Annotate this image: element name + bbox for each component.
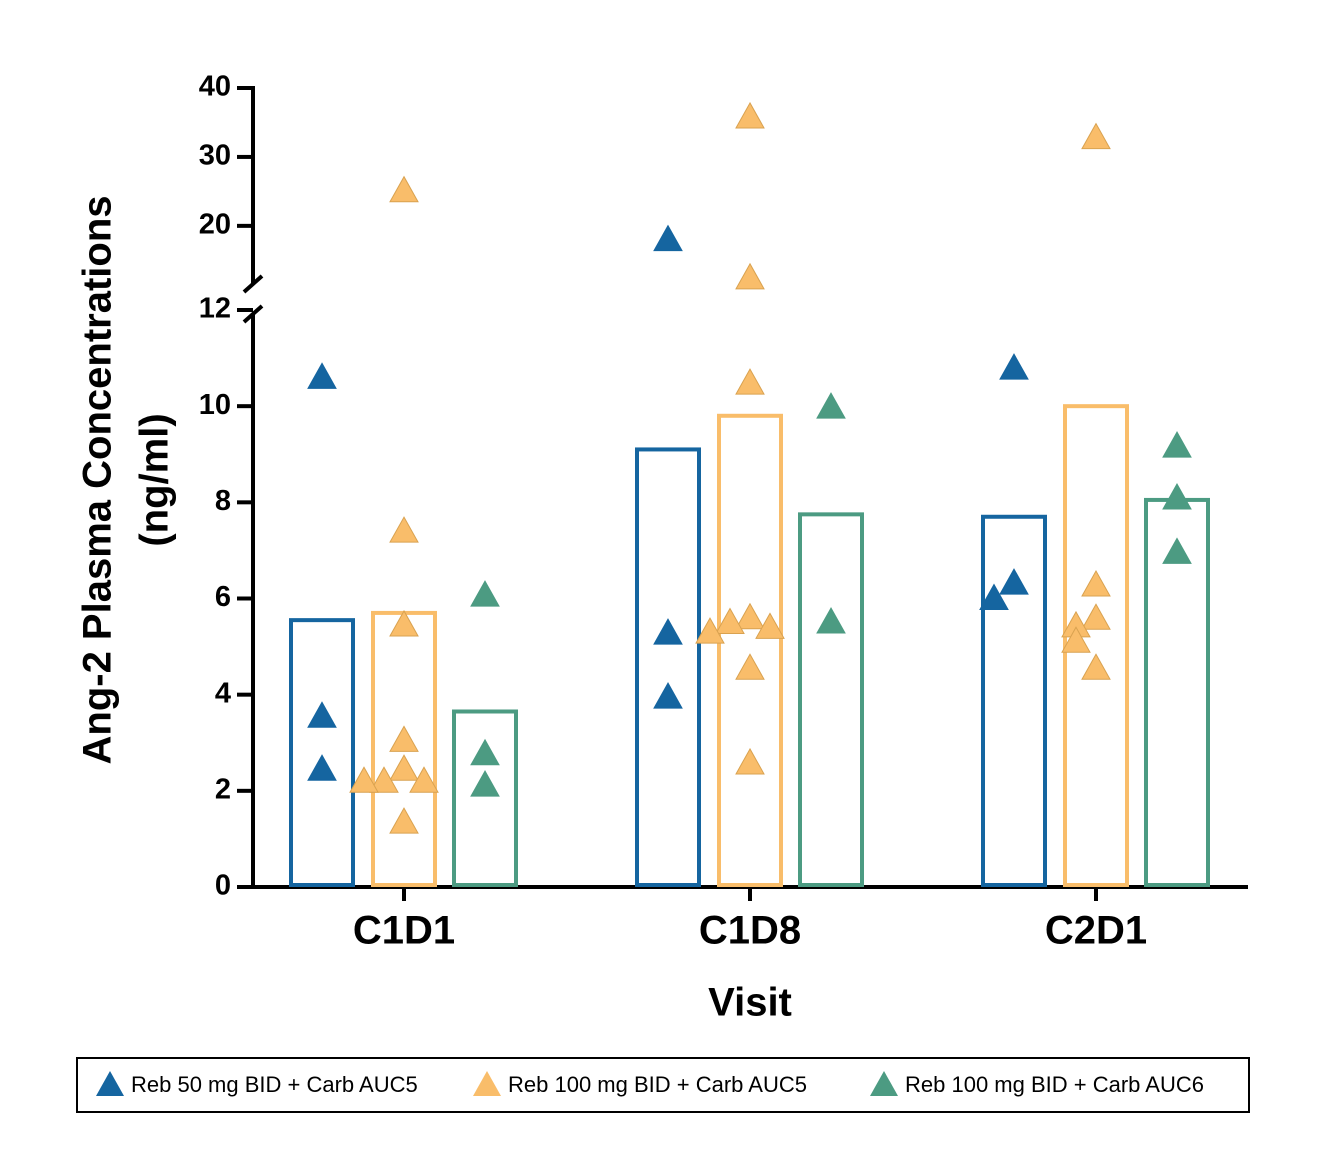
data-point (369, 766, 399, 793)
data-point (1061, 626, 1091, 653)
legend-box (76, 1057, 1250, 1113)
x-tick-label: C2D1 (1045, 909, 1147, 953)
data-point (307, 754, 337, 781)
x-tick-label: C1D8 (699, 909, 801, 953)
data-point (999, 568, 1029, 595)
data-point (735, 368, 765, 395)
y-axis-title-line: Ang-2 Plasma Concentrations (76, 195, 120, 764)
x-axis-title: Visit (708, 981, 792, 1025)
data-point (653, 224, 683, 252)
y-tick-label: 10 (199, 389, 231, 421)
x-tick-label: C1D1 (353, 909, 455, 953)
data-point (389, 516, 419, 543)
data-point (735, 602, 765, 630)
y-tick-label: 12 (199, 293, 231, 325)
bar (717, 413, 783, 887)
data-point (470, 580, 500, 607)
data-point (389, 754, 419, 781)
data-point (816, 607, 846, 634)
data-point (1162, 537, 1192, 564)
y-tick-label: 40 (199, 71, 231, 103)
data-point (979, 583, 1009, 610)
legend-marker (870, 1071, 898, 1096)
legend-label: Reb 100 mg BID + Carb AUC6 (905, 1072, 1204, 1097)
legend-label: Reb 50 mg BID + Carb AUC5 (131, 1072, 418, 1097)
data-point (653, 618, 683, 645)
data-point (389, 725, 419, 752)
y-tick-label: 8 (215, 485, 231, 517)
data-point (1162, 431, 1192, 458)
y-tick-label: 6 (215, 581, 231, 613)
data-point (1162, 482, 1192, 510)
data-point (715, 607, 745, 635)
bar (452, 709, 518, 888)
data-point (1081, 122, 1111, 150)
y-tick-label: 30 (199, 140, 231, 172)
data-point (1081, 653, 1111, 680)
data-point (470, 770, 500, 797)
data-point (755, 612, 785, 639)
data-point (349, 766, 379, 793)
bar (981, 514, 1047, 888)
legend-marker (473, 1071, 501, 1096)
data-point (1081, 603, 1111, 630)
data-point (999, 353, 1029, 380)
data-point (653, 682, 683, 709)
data-point (307, 701, 337, 728)
data-point (816, 392, 846, 419)
bar (1063, 404, 1129, 887)
axis-break (242, 304, 264, 324)
y-tick-label: 0 (215, 870, 231, 902)
y-tick-label: 4 (215, 677, 231, 709)
data-point (389, 175, 419, 203)
data-point (389, 807, 419, 834)
data-point (1081, 570, 1111, 597)
legend-label: Reb 100 mg BID + Carb AUC5 (508, 1072, 807, 1097)
axis-break (242, 274, 264, 294)
data-point (695, 617, 725, 644)
data-point (389, 609, 419, 637)
data-point (409, 766, 439, 793)
bar (635, 447, 701, 887)
y-tick-label: 20 (199, 209, 231, 241)
bar (798, 512, 864, 888)
y-axis-title-line: (ng/ml) (133, 413, 177, 546)
data-point (470, 738, 500, 766)
bar (289, 618, 355, 887)
data-point (735, 653, 765, 680)
legend-marker (96, 1071, 124, 1096)
data-point (735, 101, 765, 129)
y-tick-label: 2 (215, 773, 231, 805)
y-axis-title: Ang-2 Plasma Concentrations (ng/ml) (76, 195, 177, 764)
data-point (735, 747, 765, 775)
data-point (735, 262, 765, 290)
data-point (307, 362, 337, 389)
